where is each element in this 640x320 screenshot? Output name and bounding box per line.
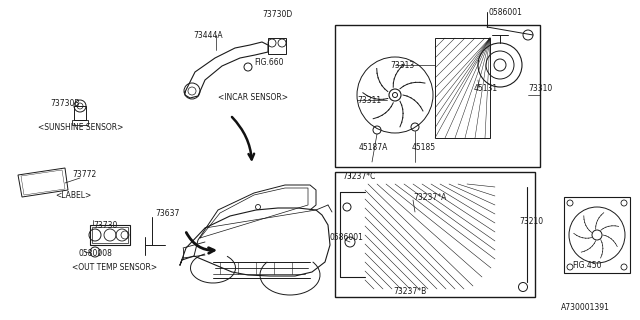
Text: 73313: 73313 (390, 60, 414, 69)
Text: <LABEL>: <LABEL> (55, 191, 92, 201)
Text: 0580008: 0580008 (78, 249, 112, 258)
Text: 73730B: 73730B (50, 99, 79, 108)
Bar (335, 172, 535, 297)
Text: 73311: 73311 (357, 95, 381, 105)
Text: <SUNSHINE SENSOR>: <SUNSHINE SENSOR> (38, 123, 124, 132)
Text: 45185: 45185 (412, 142, 436, 151)
Bar (92, 227, 128, 243)
Bar (335, 25, 540, 167)
Bar (74, 106, 86, 120)
Bar (72, 120, 88, 125)
Text: 45187A: 45187A (359, 142, 388, 151)
Text: 73310: 73310 (528, 84, 552, 92)
Text: 73237*A: 73237*A (413, 194, 446, 203)
Bar (90, 225, 130, 245)
Text: A730001391: A730001391 (561, 303, 610, 313)
Text: 73444A: 73444A (193, 30, 223, 39)
Text: 73237*B: 73237*B (393, 286, 426, 295)
Bar (435, 38, 490, 138)
Text: 0586001: 0586001 (488, 7, 522, 17)
Text: 45131: 45131 (474, 84, 498, 92)
Text: <INCAR SENSOR>: <INCAR SENSOR> (218, 92, 288, 101)
Text: 0586001: 0586001 (329, 234, 363, 243)
Text: 73237*C: 73237*C (342, 172, 376, 180)
Text: 73730: 73730 (93, 220, 117, 229)
Text: 73210: 73210 (519, 218, 543, 227)
Text: <OUT TEMP SENSOR>: <OUT TEMP SENSOR> (72, 262, 157, 271)
Text: 73730D: 73730D (262, 10, 292, 19)
Text: 73637: 73637 (155, 209, 179, 218)
Text: FIG.660: FIG.660 (254, 58, 284, 67)
Bar (564, 197, 630, 273)
Bar (268, 38, 286, 54)
Text: FIG.450: FIG.450 (572, 260, 602, 269)
Text: 73772: 73772 (72, 170, 96, 179)
